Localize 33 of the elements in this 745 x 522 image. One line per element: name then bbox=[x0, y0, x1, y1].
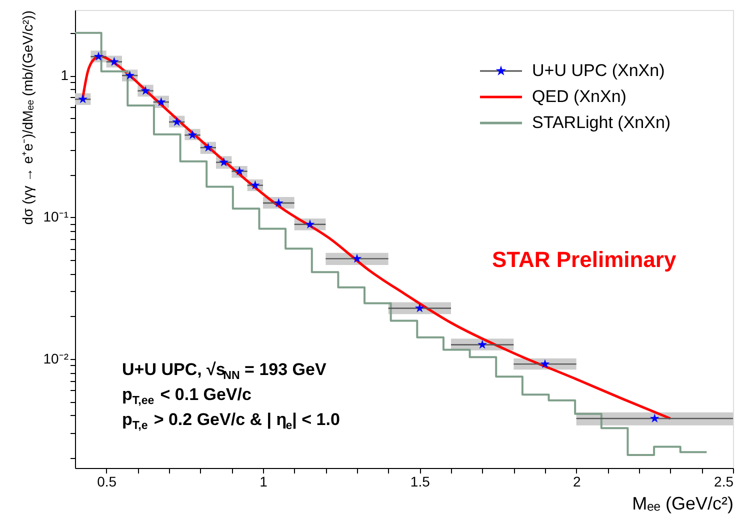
point bbox=[203, 142, 213, 152]
y-tick-label: 10⁻¹ bbox=[43, 208, 69, 225]
point bbox=[540, 359, 550, 368]
point bbox=[156, 97, 166, 106]
point bbox=[650, 413, 660, 423]
y-tick-label: 1 bbox=[60, 67, 69, 84]
point bbox=[94, 52, 104, 61]
point bbox=[188, 130, 198, 140]
point bbox=[352, 254, 362, 263]
annotation: STAR Preliminary bbox=[492, 247, 677, 272]
y-axis-title: dσ (γγ → e⁺e⁻)/dMₑₑ (mb/(GeV/c²)) bbox=[19, 10, 36, 225]
point bbox=[305, 219, 315, 228]
x-axis-title: Mₑₑ (GeV/c²) bbox=[632, 494, 734, 514]
point bbox=[234, 166, 244, 176]
x-tick-label: 1 bbox=[260, 474, 268, 490]
legend-label: STARLight (XnXn) bbox=[532, 113, 671, 132]
point bbox=[219, 157, 229, 166]
legend-label: U+U UPC (XnXn) bbox=[532, 61, 665, 80]
point bbox=[78, 94, 88, 104]
point bbox=[172, 116, 182, 126]
x-tick-label: 2.5 bbox=[714, 474, 734, 490]
x-tick-label: 0.5 bbox=[97, 474, 117, 490]
point bbox=[109, 56, 119, 66]
x-tick-label: 2 bbox=[572, 474, 581, 490]
point bbox=[250, 180, 260, 190]
point bbox=[414, 303, 424, 312]
point bbox=[140, 86, 150, 95]
point bbox=[274, 198, 284, 208]
point bbox=[478, 340, 488, 349]
legend-label: QED (XnXn) bbox=[532, 87, 626, 106]
point bbox=[125, 70, 135, 80]
y-tick-label: 10⁻² bbox=[43, 350, 69, 366]
x-tick-label: 1.5 bbox=[410, 474, 430, 490]
